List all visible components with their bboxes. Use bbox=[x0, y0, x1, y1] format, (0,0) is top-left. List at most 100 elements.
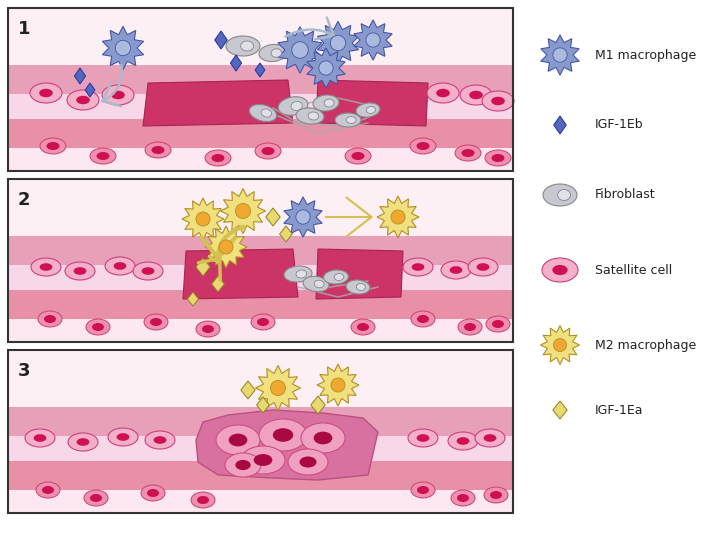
Ellipse shape bbox=[334, 273, 343, 280]
Ellipse shape bbox=[235, 460, 251, 470]
Bar bbox=[8, 350, 513, 513]
Circle shape bbox=[115, 40, 131, 56]
Ellipse shape bbox=[323, 270, 348, 284]
Ellipse shape bbox=[255, 143, 281, 159]
Circle shape bbox=[235, 204, 251, 219]
Ellipse shape bbox=[543, 184, 577, 206]
Ellipse shape bbox=[477, 263, 490, 271]
Text: IGF-1Ea: IGF-1Ea bbox=[595, 403, 644, 416]
Polygon shape bbox=[311, 396, 325, 414]
Ellipse shape bbox=[38, 311, 62, 327]
Polygon shape bbox=[183, 249, 298, 299]
Ellipse shape bbox=[427, 83, 459, 103]
Ellipse shape bbox=[301, 423, 345, 453]
Polygon shape bbox=[554, 116, 567, 134]
Polygon shape bbox=[85, 83, 95, 97]
Circle shape bbox=[271, 381, 286, 395]
Ellipse shape bbox=[145, 431, 175, 449]
Ellipse shape bbox=[39, 89, 53, 97]
Bar bbox=[8, 94, 513, 119]
Ellipse shape bbox=[324, 99, 334, 107]
Polygon shape bbox=[553, 401, 567, 419]
Ellipse shape bbox=[491, 97, 505, 105]
Ellipse shape bbox=[346, 117, 356, 124]
Ellipse shape bbox=[455, 145, 481, 161]
Bar bbox=[8, 119, 513, 148]
Ellipse shape bbox=[196, 321, 220, 337]
Ellipse shape bbox=[212, 154, 225, 162]
Ellipse shape bbox=[486, 316, 510, 332]
Ellipse shape bbox=[462, 149, 474, 157]
Ellipse shape bbox=[456, 437, 469, 445]
Ellipse shape bbox=[490, 491, 502, 499]
Polygon shape bbox=[377, 196, 419, 238]
Polygon shape bbox=[266, 208, 280, 226]
Ellipse shape bbox=[308, 112, 319, 120]
Ellipse shape bbox=[76, 438, 89, 446]
Ellipse shape bbox=[117, 433, 130, 441]
Ellipse shape bbox=[451, 490, 475, 506]
Bar bbox=[8, 179, 513, 342]
Ellipse shape bbox=[411, 482, 435, 498]
Text: 1: 1 bbox=[18, 20, 30, 38]
Polygon shape bbox=[102, 26, 143, 70]
Polygon shape bbox=[318, 21, 359, 65]
Bar bbox=[8, 236, 513, 265]
Ellipse shape bbox=[240, 41, 253, 51]
Polygon shape bbox=[256, 397, 269, 413]
Ellipse shape bbox=[216, 425, 260, 455]
Polygon shape bbox=[230, 55, 242, 71]
Ellipse shape bbox=[291, 102, 302, 111]
Ellipse shape bbox=[484, 434, 496, 442]
Ellipse shape bbox=[205, 150, 231, 166]
Polygon shape bbox=[196, 258, 210, 276]
Ellipse shape bbox=[457, 494, 469, 502]
Text: M1 macrophage: M1 macrophage bbox=[595, 49, 696, 62]
Ellipse shape bbox=[241, 446, 285, 474]
Ellipse shape bbox=[90, 494, 102, 502]
Polygon shape bbox=[240, 381, 255, 399]
Text: Fibroblast: Fibroblast bbox=[595, 188, 656, 201]
FancyArrowPatch shape bbox=[325, 198, 372, 237]
Polygon shape bbox=[182, 198, 224, 240]
Polygon shape bbox=[205, 226, 247, 268]
FancyArrowPatch shape bbox=[102, 65, 122, 106]
Polygon shape bbox=[220, 188, 266, 233]
Ellipse shape bbox=[253, 454, 272, 466]
Ellipse shape bbox=[102, 85, 134, 105]
Polygon shape bbox=[541, 35, 579, 75]
Ellipse shape bbox=[144, 314, 168, 330]
Ellipse shape bbox=[464, 323, 476, 331]
Ellipse shape bbox=[96, 152, 109, 160]
Ellipse shape bbox=[284, 266, 312, 282]
Ellipse shape bbox=[84, 490, 108, 506]
Ellipse shape bbox=[36, 482, 60, 498]
Ellipse shape bbox=[314, 431, 333, 444]
Text: M2 macrophage: M2 macrophage bbox=[595, 339, 696, 352]
Ellipse shape bbox=[356, 103, 380, 117]
Ellipse shape bbox=[412, 263, 424, 271]
Ellipse shape bbox=[25, 429, 55, 447]
Circle shape bbox=[296, 210, 310, 224]
Ellipse shape bbox=[417, 486, 429, 494]
Ellipse shape bbox=[458, 319, 482, 335]
Bar bbox=[8, 65, 513, 94]
Ellipse shape bbox=[351, 319, 375, 335]
Ellipse shape bbox=[346, 280, 370, 294]
Ellipse shape bbox=[303, 276, 329, 292]
Ellipse shape bbox=[288, 449, 328, 475]
Ellipse shape bbox=[226, 36, 260, 56]
Circle shape bbox=[366, 33, 380, 47]
Ellipse shape bbox=[229, 434, 248, 447]
Ellipse shape bbox=[76, 96, 90, 104]
Bar bbox=[8, 407, 513, 436]
Polygon shape bbox=[143, 80, 293, 126]
Polygon shape bbox=[316, 80, 428, 126]
Ellipse shape bbox=[142, 267, 154, 275]
Polygon shape bbox=[284, 197, 322, 237]
Bar bbox=[8, 461, 513, 490]
Polygon shape bbox=[187, 292, 199, 306]
Circle shape bbox=[331, 378, 345, 392]
Circle shape bbox=[219, 240, 233, 254]
Ellipse shape bbox=[273, 428, 293, 442]
